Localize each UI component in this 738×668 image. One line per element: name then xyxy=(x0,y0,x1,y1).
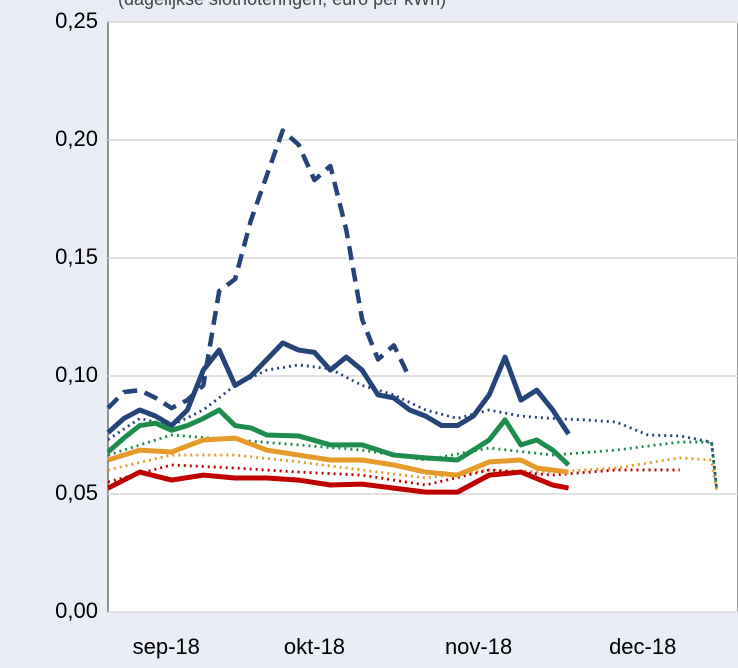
y-tick-label: 0,00 xyxy=(55,598,98,623)
y-tick-label: 0,20 xyxy=(55,126,98,151)
series-line xyxy=(106,340,571,436)
series-line xyxy=(106,469,570,495)
chart-subtitle: (dagelijkse slotnoteringen, euro per kWh… xyxy=(118,0,446,9)
x-tick-label: sep-18 xyxy=(133,634,200,659)
series-line xyxy=(106,128,412,411)
y-tick-label: 0,25 xyxy=(55,8,98,33)
series-line xyxy=(107,435,569,478)
plot-area xyxy=(107,21,738,613)
x-tick-label: dec-18 xyxy=(609,634,676,659)
series-line xyxy=(107,463,680,487)
series-line xyxy=(106,407,571,467)
series-line xyxy=(107,433,719,491)
y-tick-label: 0,10 xyxy=(55,362,98,387)
x-tick-label: nov-18 xyxy=(445,634,512,659)
x-tick-label: okt-18 xyxy=(284,634,345,659)
series-line xyxy=(107,363,719,491)
y-tick-label: 0,15 xyxy=(55,244,98,269)
y-tick-label: 0,05 xyxy=(55,480,98,505)
